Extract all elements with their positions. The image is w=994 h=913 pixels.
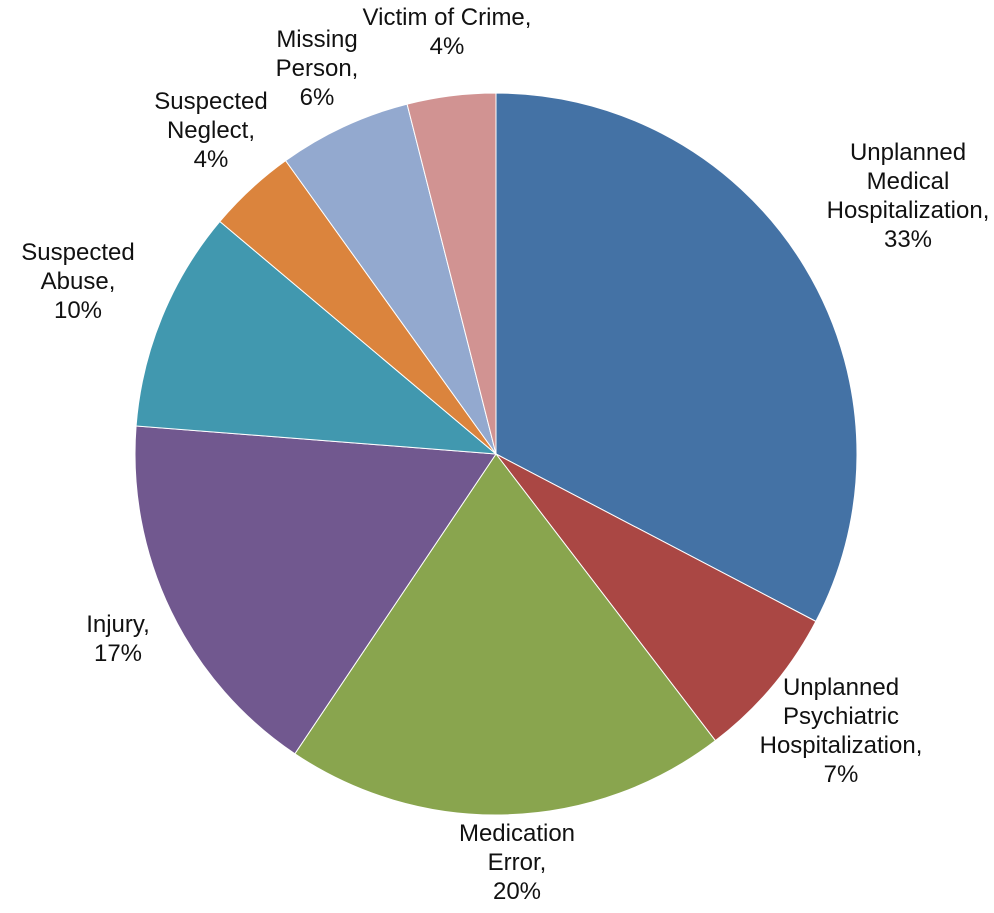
data-label-suspected-abuse: Suspected Abuse, 10%	[21, 239, 134, 324]
data-label-line: Missing	[276, 26, 357, 53]
data-label-victim-of-crime: Victim of Crime, 4%	[363, 4, 532, 60]
data-label-line: Suspected	[21, 239, 134, 266]
data-label-line: Medication	[459, 820, 575, 847]
data-label-line: 7%	[824, 761, 859, 788]
pie-slices	[134, 92, 858, 816]
pie-slice-suspected-abuse	[135, 220, 498, 455]
data-label-line: Neglect,	[167, 117, 255, 144]
pie-labels: Unplanned Medical Hospitalization, 33%Unpla…	[21, 4, 989, 905]
pie-slice-medication-error	[294, 453, 717, 816]
data-label-line: 20%	[493, 878, 541, 905]
data-label-line: Injury,	[86, 611, 150, 638]
data-label-line: Unplanned	[850, 139, 966, 166]
data-label-unplanned-psychiatric-hospitalization: Unplanned Psychiatric Hospitalization, 7%	[760, 674, 923, 788]
pie-slice-unplanned-medical-hospitalization	[495, 92, 858, 623]
data-label-line: 4%	[430, 33, 465, 60]
data-label-line: 4%	[194, 146, 229, 173]
pie-slice-missing-person	[284, 103, 497, 455]
data-label-line: Hospitalization,	[827, 197, 990, 224]
data-label-unplanned-medical-hospitalization: Unplanned Medical Hospitalization, 33%	[827, 139, 990, 253]
data-label-suspected-neglect: Suspected Neglect, 4%	[154, 88, 267, 173]
data-label-line: Abuse,	[41, 268, 116, 295]
pie-slice-unplanned-psychiatric-hospitalization	[495, 453, 817, 742]
data-label-line: 17%	[94, 640, 142, 667]
data-label-line: 33%	[884, 226, 932, 253]
data-label-line: Error,	[488, 849, 547, 876]
data-label-line: Medical	[867, 168, 950, 195]
data-label-line: Suspected	[154, 88, 267, 115]
data-label-line: Unplanned	[783, 674, 899, 701]
pie-slice-injury	[134, 425, 497, 755]
data-label-medication-error: Medication Error, 20%	[459, 820, 575, 905]
data-label-line: 6%	[300, 84, 335, 111]
data-label-line: Victim of Crime,	[363, 4, 532, 31]
data-label-line: Person,	[276, 55, 359, 82]
data-label-injury: Injury, 17%	[86, 611, 150, 667]
data-label-line: Hospitalization,	[760, 732, 923, 759]
data-label-line: 10%	[54, 297, 102, 324]
pie-slice-victim-of-crime	[406, 92, 497, 455]
data-label-missing-person: Missing Person, 6%	[276, 26, 359, 111]
data-label-line: Psychiatric	[783, 703, 899, 730]
